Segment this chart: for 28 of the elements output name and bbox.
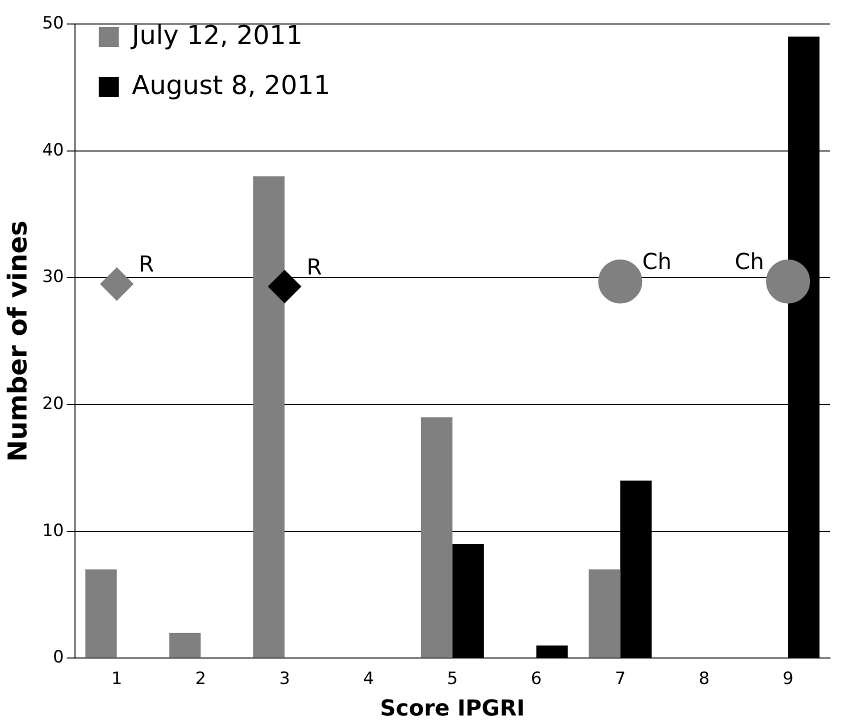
legend-label: August 8, 2011 [132,70,330,101]
bar [169,632,201,658]
bar [253,176,285,658]
y-tick-label: 50 [42,13,64,34]
x-tick-label: 6 [530,668,542,689]
y-tick-label: 40 [42,140,64,160]
x-tick-label: 1 [111,668,122,689]
y-tick-label: 20 [42,394,64,414]
series-label: R [306,255,322,280]
y-tick-label: 10 [42,520,64,541]
series-label: Ch [734,250,764,276]
series-label: Ch [642,250,672,276]
series-label: R [138,252,154,278]
bar [85,569,117,658]
x-tick-label: 2 [195,668,206,689]
x-tick-label: 7 [614,668,626,689]
x-tick-label: 5 [447,668,458,689]
y-tick-label: 30 [42,267,64,288]
y-tick-label: 0 [53,648,64,668]
x-tick-label: 3 [279,668,290,689]
x-tick-label: 8 [698,668,710,689]
x-tick-label: 4 [363,668,374,689]
x-axis-title: Score IPGRI [380,696,525,722]
legend-label: July 12, 2011 [130,20,303,51]
y-axis-title: Number of vines [3,220,34,462]
bar [420,417,452,658]
bar [588,569,620,658]
x-tick-label: 9 [782,668,794,689]
